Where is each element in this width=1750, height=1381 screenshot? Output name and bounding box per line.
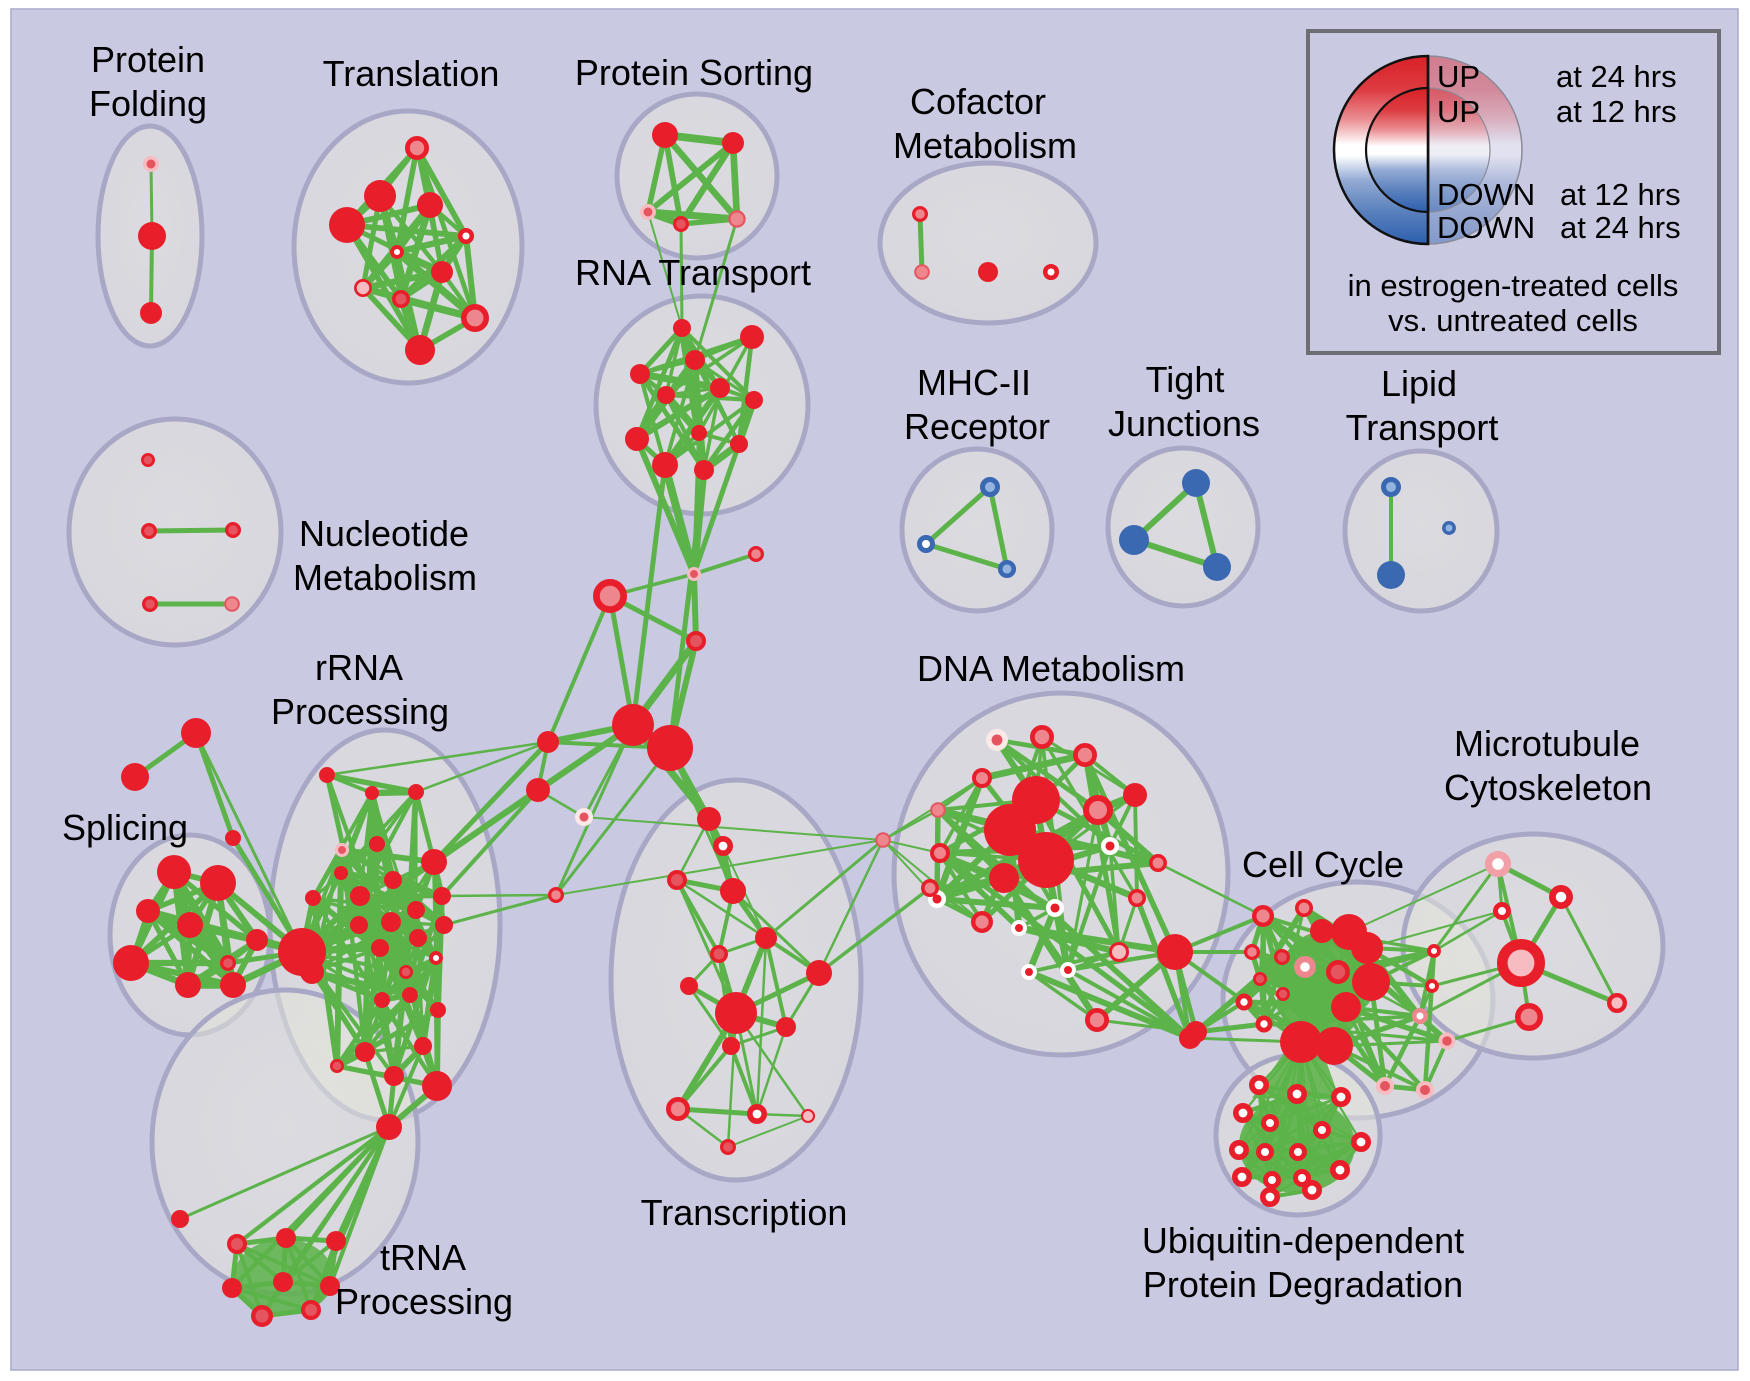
svg-text:Processing: Processing [335, 1281, 513, 1322]
svg-text:Protein: Protein [91, 39, 205, 80]
svg-text:at 24 hrs: at 24 hrs [1560, 210, 1681, 245]
svg-text:at 12 hrs: at 12 hrs [1556, 94, 1677, 129]
svg-text:Nucleotide: Nucleotide [299, 513, 469, 554]
svg-text:Cell Cycle: Cell Cycle [1242, 844, 1404, 885]
svg-text:Junctions: Junctions [1108, 403, 1260, 444]
svg-text:Translation: Translation [323, 53, 500, 94]
svg-text:vs. untreated cells: vs. untreated cells [1388, 303, 1638, 338]
svg-text:at 24 hrs: at 24 hrs [1556, 59, 1677, 94]
svg-text:Metabolism: Metabolism [893, 125, 1077, 166]
svg-text:Metabolism: Metabolism [293, 557, 477, 598]
svg-text:Receptor: Receptor [904, 406, 1050, 447]
svg-text:RNA Transport: RNA Transport [575, 252, 811, 293]
svg-text:DOWN: DOWN [1437, 210, 1535, 245]
svg-text:Protein Sorting: Protein Sorting [575, 52, 813, 93]
svg-text:at 12 hrs: at 12 hrs [1560, 177, 1681, 212]
svg-text:Splicing: Splicing [62, 807, 188, 848]
svg-text:tRNA: tRNA [380, 1237, 466, 1278]
svg-text:Transport: Transport [1346, 407, 1499, 448]
svg-text:DNA Metabolism: DNA Metabolism [917, 648, 1185, 689]
svg-text:UP: UP [1437, 94, 1480, 129]
svg-text:Protein Degradation: Protein Degradation [1143, 1264, 1463, 1305]
svg-text:Cofactor: Cofactor [910, 81, 1046, 122]
svg-text:MHC-II: MHC-II [917, 362, 1031, 403]
svg-text:UP: UP [1437, 59, 1480, 94]
svg-text:Lipid: Lipid [1381, 363, 1457, 404]
svg-text:Ubiquitin-dependent: Ubiquitin-dependent [1142, 1220, 1464, 1261]
svg-text:DOWN: DOWN [1437, 177, 1535, 212]
svg-text:rRNA: rRNA [315, 647, 403, 688]
svg-text:Microtubule: Microtubule [1454, 723, 1640, 764]
svg-text:Folding: Folding [89, 83, 207, 124]
svg-text:in estrogen-treated cells: in estrogen-treated cells [1348, 268, 1679, 303]
svg-text:Transcription: Transcription [641, 1192, 848, 1233]
svg-text:Cytoskeleton: Cytoskeleton [1444, 767, 1652, 808]
svg-text:Processing: Processing [271, 691, 449, 732]
svg-text:Tight: Tight [1146, 359, 1225, 400]
